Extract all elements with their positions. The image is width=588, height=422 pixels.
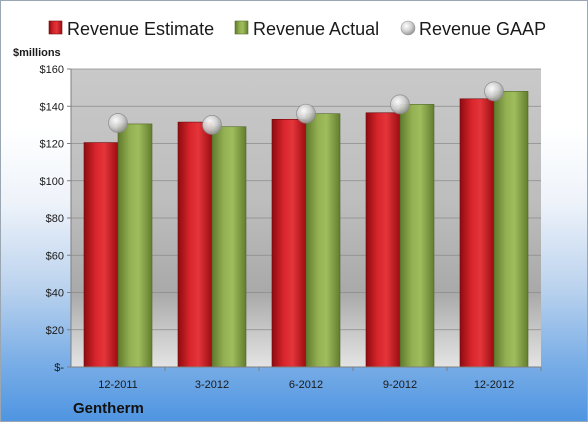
legend-label-revenue-estimate: Revenue Estimate: [67, 19, 214, 39]
y-tick-label: $140: [40, 101, 64, 113]
y-tick-label: $80: [46, 213, 64, 225]
bar-revenue-actual: [211, 126, 247, 368]
x-tick-label: 9-2012: [383, 379, 417, 391]
y-tick-label: $100: [40, 176, 64, 188]
y-tick-label: $60: [46, 250, 64, 262]
bar-revenue-actual: [117, 123, 153, 368]
bar-revenue-estimate: [365, 112, 401, 368]
bar-revenue-estimate: [83, 142, 119, 368]
legend-marker-revenue-gaap: [400, 20, 416, 36]
marker-revenue-gaap: [390, 94, 410, 115]
y-tick-label: $40: [46, 288, 64, 300]
x-axis-ticks: 12-2011 3-2012 6-2012 9-2012 12-2012: [98, 367, 542, 391]
y-tick-label: $120: [40, 139, 64, 151]
bar-revenue-estimate: [177, 121, 213, 368]
y-tick-label: $20: [46, 325, 64, 337]
y-axis-unit-label: $millions: [13, 47, 61, 59]
y-tick-label: $160: [40, 64, 64, 76]
gaap-markers: [108, 81, 504, 135]
marker-revenue-gaap: [108, 113, 128, 133]
y-axis-ticks: $- $20 $40 $60 $80 $100 $120 $140 $160: [40, 64, 71, 374]
bar-revenue-estimate: [459, 98, 495, 368]
x-tick-label: 6-2012: [289, 379, 323, 391]
company-label: Gentherm: [73, 400, 144, 417]
y-tick-label: $-: [54, 362, 64, 374]
legend-swatch-revenue-estimate: [48, 20, 63, 35]
x-tick-label: 12-2012: [474, 379, 514, 391]
bars: [83, 91, 529, 368]
bar-revenue-estimate: [271, 118, 307, 368]
legend: Revenue Estimate Revenue Actual Revenue …: [48, 19, 546, 39]
legend-label-revenue-gaap: Revenue GAAP: [419, 19, 546, 39]
marker-revenue-gaap: [296, 103, 316, 124]
bar-revenue-actual: [493, 91, 529, 368]
bar-revenue-actual: [399, 104, 435, 368]
x-tick-label: 3-2012: [195, 379, 229, 391]
legend-label-revenue-actual: Revenue Actual: [253, 19, 379, 39]
x-tick-label: 12-2011: [98, 379, 138, 391]
legend-swatch-revenue-actual: [234, 20, 249, 35]
marker-revenue-gaap: [484, 81, 504, 102]
marker-revenue-gaap: [202, 115, 222, 135]
bar-revenue-actual: [305, 113, 341, 368]
